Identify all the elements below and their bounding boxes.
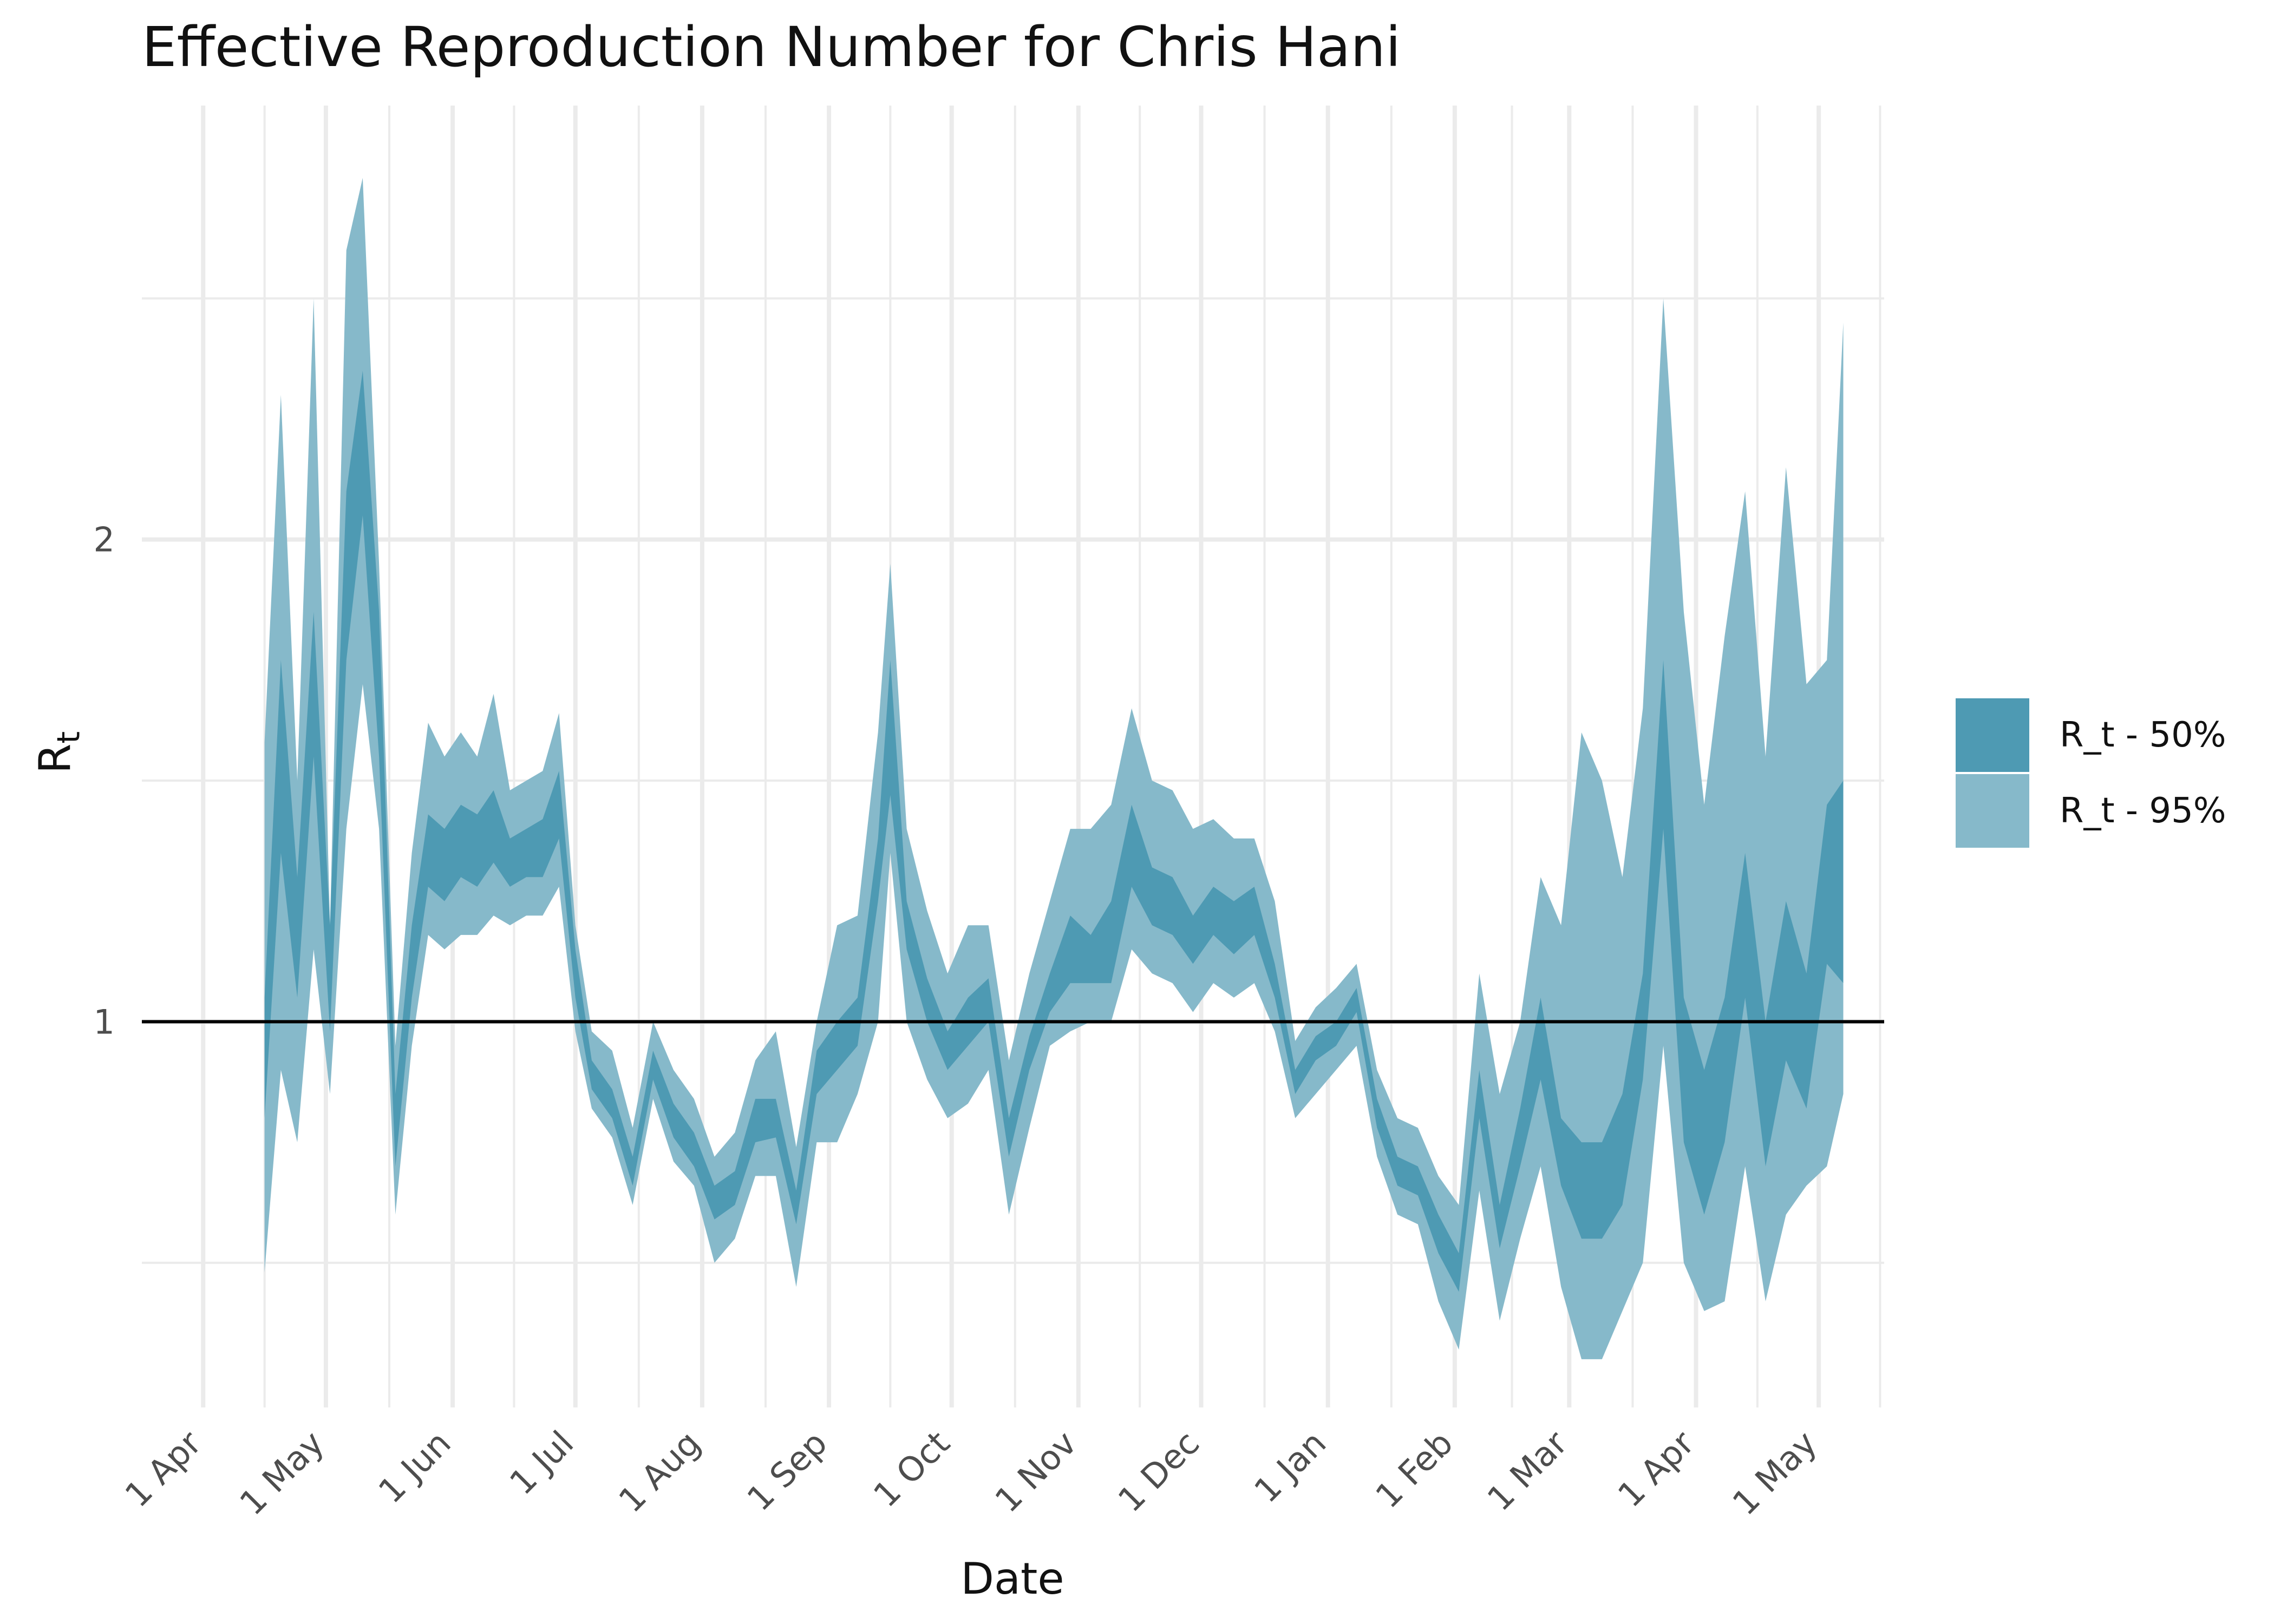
x-tick-label: 1 Jul [502, 1423, 581, 1502]
chart-title: Effective Reproduction Number for Chris … [142, 15, 1401, 80]
y-tick-label: 2 [94, 520, 115, 560]
x-tick-label: 1 May [1725, 1423, 1825, 1523]
legend-item-50: R_t - 50% [1956, 697, 2226, 773]
x-tick-label: 1 May [232, 1423, 331, 1523]
band-95-area [264, 178, 1844, 1359]
x-tick-label: 1 Dec [1110, 1423, 1207, 1520]
legend-item-95: R_t - 95% [1956, 773, 2226, 849]
y-tick-label: 1 [94, 1002, 115, 1042]
x-tick-label: 1 Aug [611, 1423, 708, 1520]
y-axis-label: Rt [30, 731, 87, 774]
x-tick-label: 1 Apr [117, 1423, 210, 1515]
legend: R_t - 50% R_t - 95% [1956, 697, 2226, 849]
legend-label-50: R_t - 50% [2060, 715, 2226, 755]
band-95-layer [264, 178, 1844, 1359]
x-tick-label: 1 Feb [1368, 1423, 1460, 1516]
x-axis-label: Date [960, 1554, 1064, 1604]
y-axis-label-main: R [30, 743, 81, 774]
x-tick-label: 1 Apr [1610, 1423, 1702, 1515]
legend-swatch-95 [1956, 774, 2029, 848]
x-tick-label: 1 Mar [1480, 1423, 1576, 1519]
x-tick-label: 1 Jan [1246, 1423, 1334, 1510]
x-tick-label: 1 Sep [740, 1423, 835, 1518]
x-tick-label: 1 Jun [371, 1423, 459, 1511]
x-tick-label: 1 Nov [987, 1423, 1084, 1520]
y-axis-label-subscript: t [50, 731, 87, 744]
legend-label-95: R_t - 95% [2060, 791, 2226, 831]
legend-swatch-50 [1956, 698, 2029, 772]
x-tick-label: 1 Oct [866, 1423, 957, 1515]
